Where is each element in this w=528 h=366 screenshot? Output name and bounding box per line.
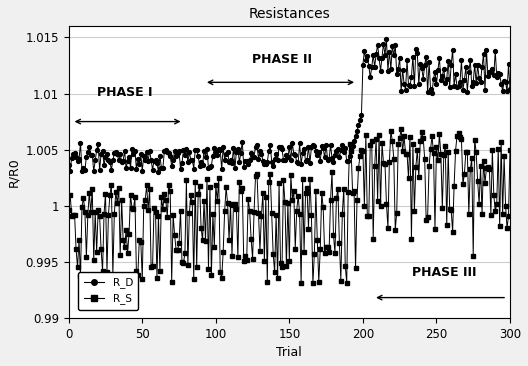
- R_D: [477, 79, 484, 84]
- R_D: [245, 162, 251, 166]
- R_S: [369, 139, 375, 144]
- R_D: [65, 163, 72, 168]
- Text: PHASE II: PHASE II: [252, 52, 312, 66]
- Y-axis label: R/R0: R/R0: [7, 157, 20, 187]
- R_S: [477, 164, 484, 168]
- R_D: [416, 82, 422, 87]
- Legend: R_D, R_S: R_D, R_S: [78, 272, 138, 310]
- R_D: [155, 169, 162, 174]
- R_S: [507, 147, 513, 152]
- R_S: [310, 281, 316, 285]
- R_D: [507, 87, 513, 92]
- R_S: [416, 175, 422, 180]
- R_S: [258, 213, 265, 218]
- R_D: [383, 37, 390, 41]
- Text: PHASE III: PHASE III: [411, 266, 476, 279]
- Line: R_S: R_S: [67, 127, 512, 285]
- R_D: [260, 158, 266, 163]
- Title: Resistances: Resistances: [249, 7, 330, 21]
- R_D: [369, 65, 375, 70]
- R_D: [441, 66, 447, 71]
- R_S: [243, 257, 250, 262]
- R_S: [398, 127, 404, 131]
- X-axis label: Trial: Trial: [277, 346, 302, 359]
- Line: R_D: R_D: [67, 37, 512, 173]
- R_S: [441, 153, 447, 157]
- R_S: [65, 208, 72, 213]
- Text: PHASE I: PHASE I: [97, 86, 153, 99]
